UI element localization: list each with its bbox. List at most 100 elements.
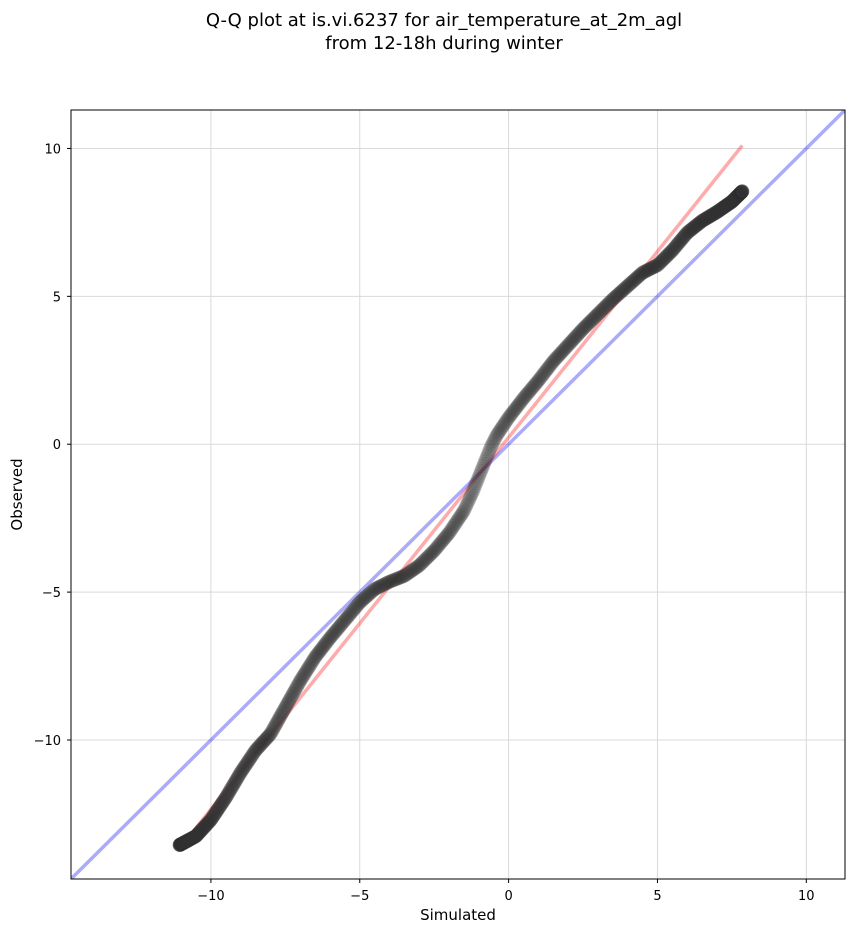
- qq-point: [734, 184, 749, 199]
- qq-point: [425, 545, 440, 560]
- qq-point: [714, 202, 729, 217]
- qq-point: [581, 316, 596, 331]
- qq-point: [245, 747, 260, 762]
- qq-point: [708, 205, 723, 220]
- qq-point: [734, 184, 749, 199]
- qq-point: [234, 764, 249, 779]
- qq-point: [173, 837, 188, 852]
- qq-point: [610, 288, 625, 303]
- qq-point: [734, 185, 749, 200]
- qq-point: [621, 278, 636, 293]
- qq-point: [282, 692, 297, 707]
- qq-point: [205, 810, 220, 825]
- qq-point: [727, 192, 742, 207]
- qq-point: [611, 287, 626, 302]
- qq-point: [193, 824, 208, 839]
- qq-point: [447, 517, 462, 532]
- qq-point: [240, 755, 255, 770]
- qq-point: [518, 388, 533, 403]
- qq-point: [448, 516, 463, 531]
- qq-point: [633, 267, 648, 282]
- qq-point: [612, 286, 627, 301]
- qq-point: [233, 766, 248, 781]
- qq-point: [409, 560, 424, 575]
- qq-point: [492, 423, 507, 438]
- qq-point: [531, 374, 546, 389]
- qq-point: [390, 571, 405, 586]
- qq-point: [711, 203, 726, 218]
- qq-point: [393, 570, 408, 585]
- qq-point: [703, 208, 718, 223]
- qq-point: [471, 471, 486, 486]
- qq-point: [261, 728, 276, 743]
- qq-point: [383, 574, 398, 589]
- qq-point: [541, 360, 556, 375]
- qq-point: [441, 526, 456, 541]
- qq-point: [626, 273, 641, 288]
- qq-point: [201, 815, 216, 830]
- qq-point: [578, 319, 593, 334]
- qq-point: [421, 549, 436, 564]
- qq-point: [734, 184, 749, 199]
- qq-point: [709, 205, 724, 220]
- qq-point: [709, 205, 724, 220]
- qq-point: [256, 735, 271, 750]
- qq-point: [474, 464, 489, 479]
- qq-point: [606, 291, 621, 306]
- qq-point: [341, 608, 356, 623]
- qq-point: [192, 825, 207, 840]
- qq-point: [436, 532, 451, 547]
- qq-point: [359, 589, 374, 604]
- qq-point: [697, 212, 712, 227]
- qq-point: [355, 593, 370, 608]
- qq-point: [237, 759, 252, 774]
- qq-point: [197, 820, 212, 835]
- qq-point: [680, 225, 695, 240]
- qq-point: [548, 351, 563, 366]
- qq-point: [174, 837, 189, 852]
- qq-point: [435, 533, 450, 548]
- qq-point: [734, 184, 749, 199]
- qq-point: [174, 837, 189, 852]
- qq-point: [230, 770, 245, 785]
- qq-point: [673, 233, 688, 248]
- qq-point: [412, 558, 427, 573]
- qq-point: [571, 326, 586, 341]
- qq-point: [292, 675, 307, 690]
- qq-point: [598, 299, 613, 314]
- qq-point: [405, 563, 420, 578]
- qq-point: [259, 731, 274, 746]
- qq-point: [207, 807, 222, 822]
- qq-point: [717, 199, 732, 214]
- qq-point: [177, 835, 192, 850]
- qq-point: [652, 256, 667, 271]
- qq-point: [297, 666, 312, 681]
- qq-point: [595, 302, 610, 317]
- qq-point: [614, 284, 629, 299]
- qq-point: [310, 647, 325, 662]
- qq-point: [724, 194, 739, 209]
- qq-point: [324, 628, 339, 643]
- qq-point: [506, 404, 521, 419]
- qq-point: [726, 193, 741, 207]
- qq-point: [588, 309, 603, 324]
- qq-point: [211, 802, 226, 817]
- qq-point: [235, 763, 250, 778]
- qq-point: [644, 261, 659, 276]
- qq-point: [550, 349, 565, 364]
- qq-point: [665, 242, 680, 257]
- qq-point: [735, 184, 750, 199]
- qq-point: [495, 419, 510, 434]
- qq-point: [187, 829, 202, 844]
- qq-point: [480, 447, 495, 462]
- qq-point: [218, 791, 233, 806]
- qq-point: [681, 224, 696, 239]
- qq-point: [328, 624, 343, 639]
- qq-point: [177, 835, 192, 850]
- qq-point: [722, 196, 737, 211]
- qq-point: [563, 335, 578, 350]
- qq-point: [716, 200, 731, 215]
- qq-point: [689, 218, 704, 233]
- qq-point: [719, 198, 734, 213]
- qq-point: [641, 262, 656, 277]
